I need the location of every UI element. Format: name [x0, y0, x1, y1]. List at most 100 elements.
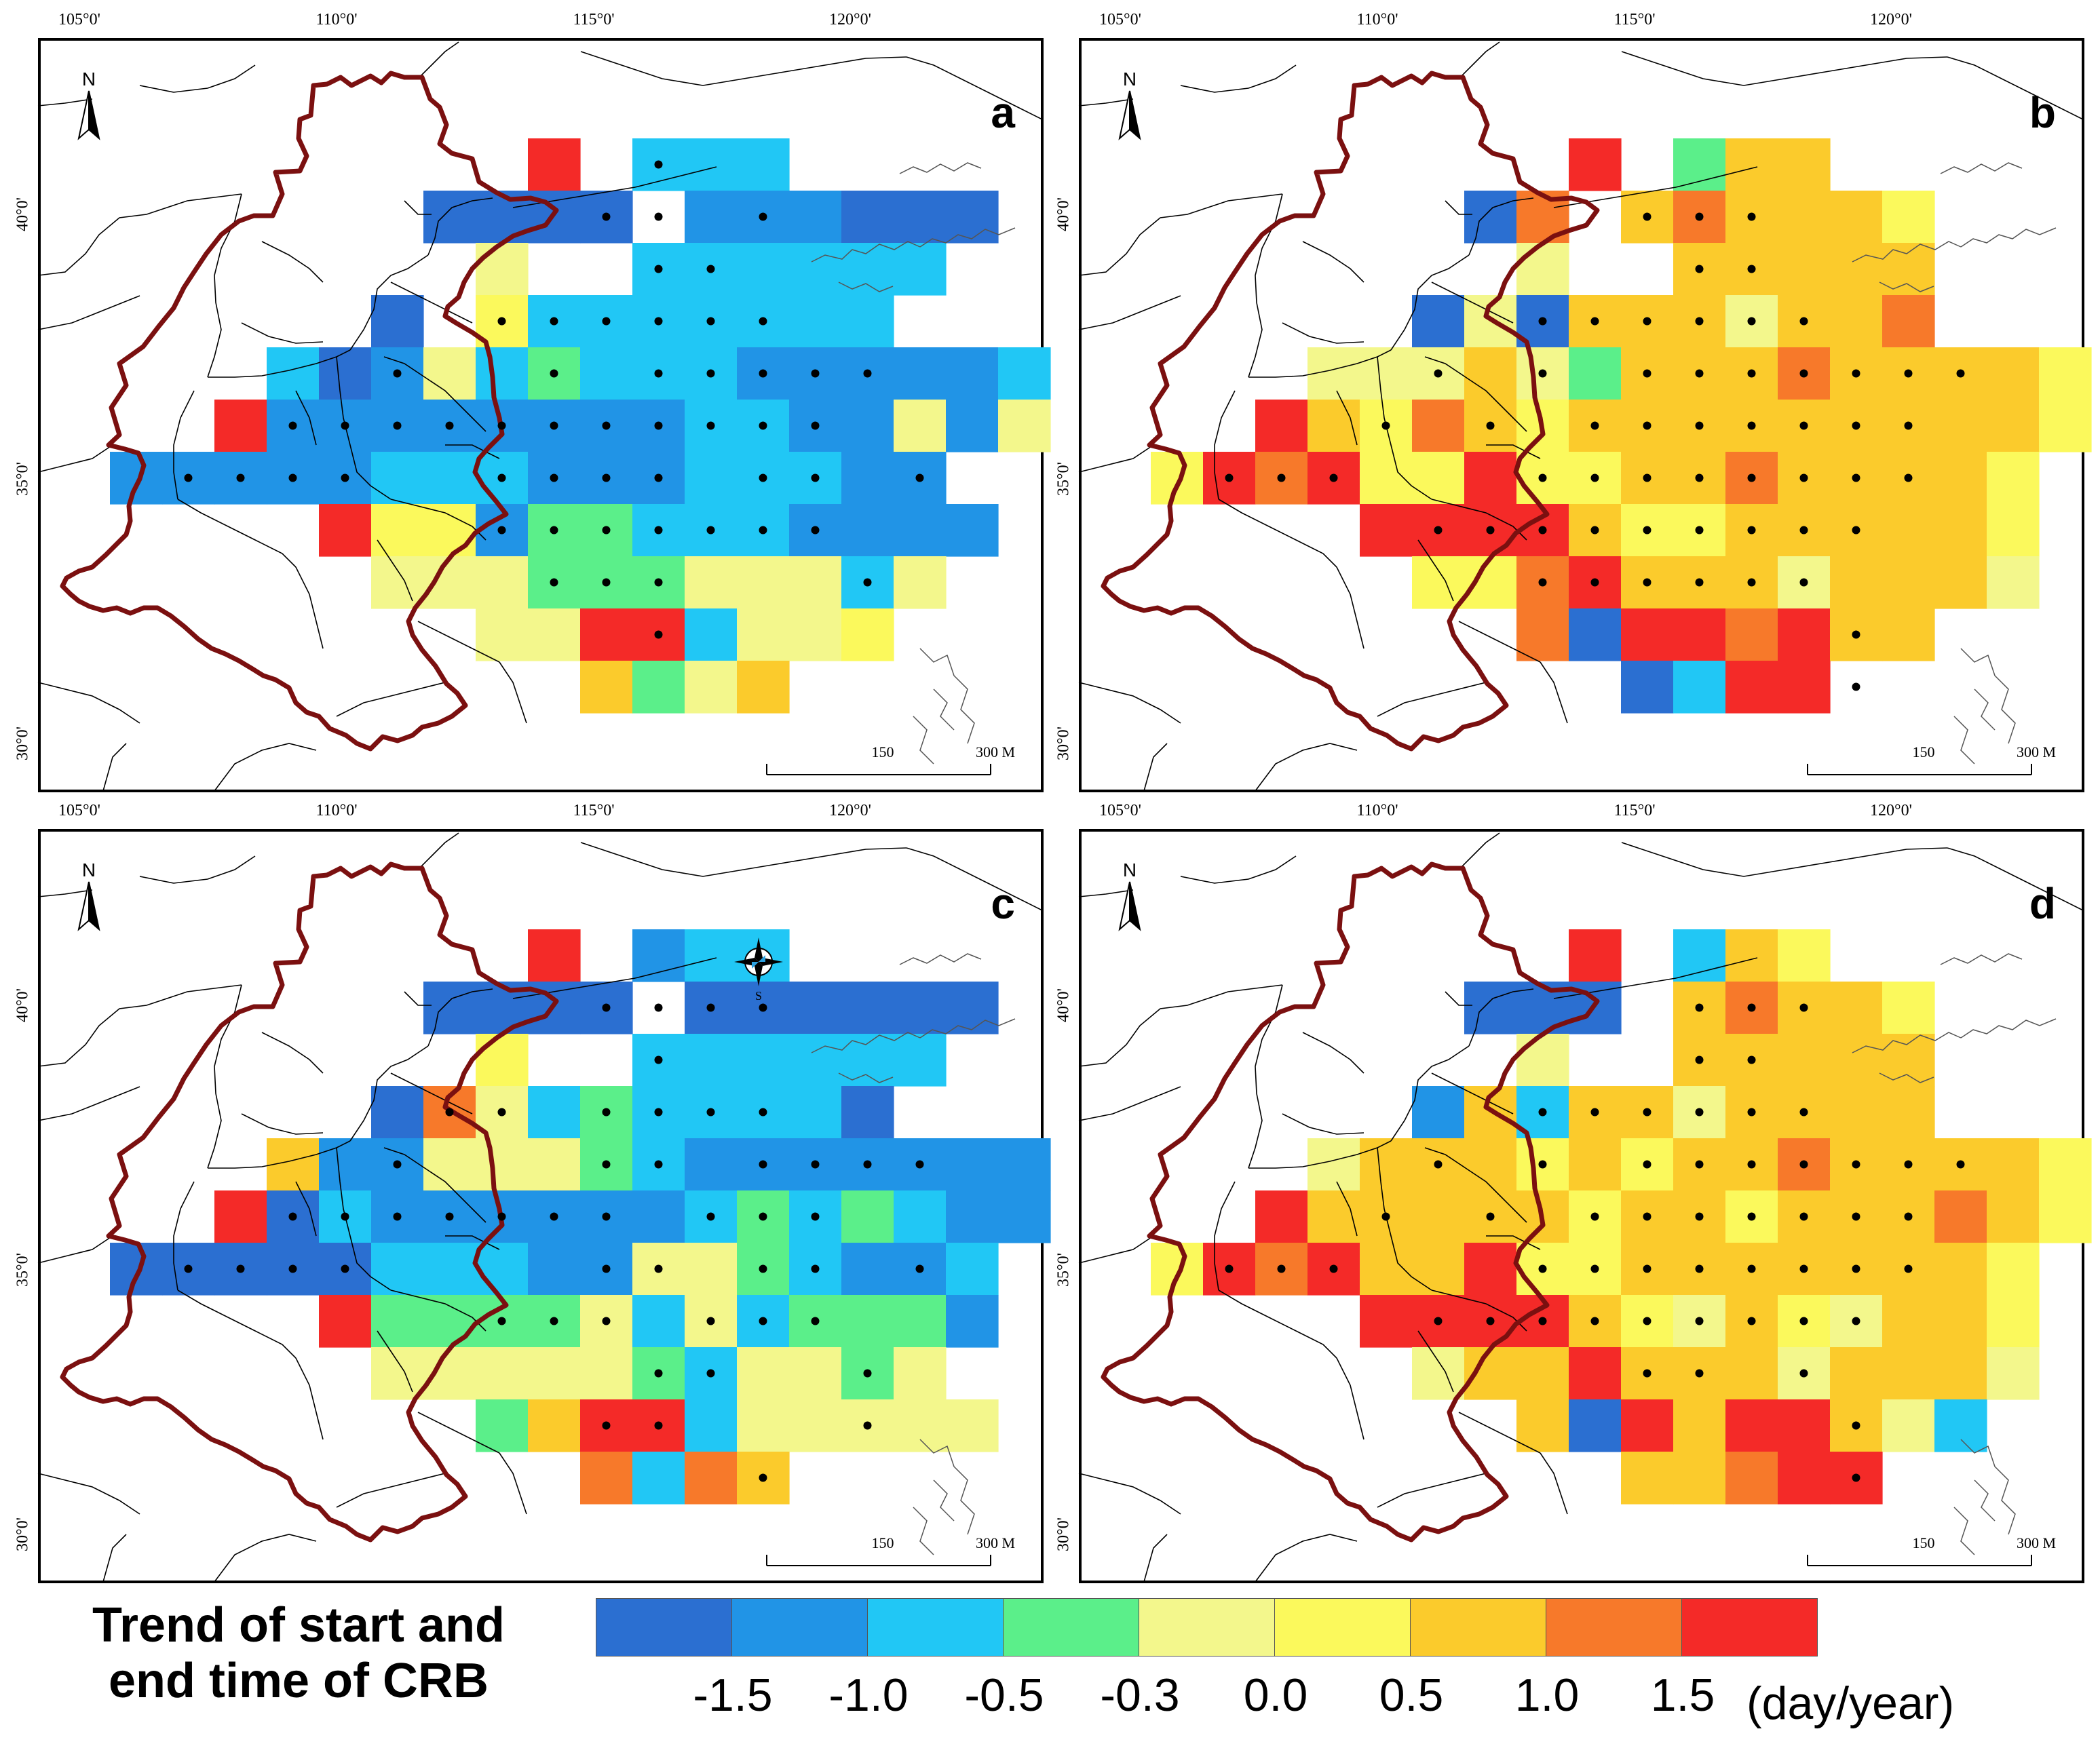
- significance-dot: [759, 1003, 767, 1012]
- grid-cell: [685, 1034, 738, 1087]
- grid-cell: [946, 1138, 999, 1191]
- province-line: [177, 499, 297, 568]
- province-line: [1214, 1181, 1236, 1291]
- province-boundaries: [1078, 41, 2084, 792]
- grid-cell: [632, 1295, 685, 1348]
- significance-dot: [759, 317, 767, 326]
- legend-swatch: [596, 1598, 732, 1656]
- province-line: [1078, 984, 1283, 1067]
- grid-cell: [632, 1452, 685, 1505]
- lat-tick: 35°0': [14, 1253, 32, 1287]
- coast-line: [919, 1018, 1016, 1039]
- grid-cell: [1830, 556, 1883, 609]
- province-line: [1180, 64, 1297, 93]
- grid-cell: [2039, 1190, 2092, 1243]
- significance-dot: [184, 1264, 193, 1273]
- significance-dot: [1852, 1317, 1860, 1325]
- significance-dot: [706, 1003, 715, 1012]
- significance-dot: [1799, 1212, 1808, 1221]
- coast-line: [838, 1072, 894, 1083]
- grid-cell: [1151, 452, 1204, 505]
- significance-dot: [1486, 1212, 1495, 1221]
- significance-dot: [1590, 526, 1599, 535]
- legend-swatch: [1003, 1598, 1139, 1656]
- significance-dot: [706, 369, 715, 378]
- province-line: [377, 1330, 413, 1393]
- significance-dot: [1747, 265, 1756, 273]
- significance-dot: [602, 317, 611, 326]
- grid-cell: [841, 400, 894, 452]
- significance-dot: [1852, 369, 1860, 378]
- grid-cell: [894, 243, 947, 296]
- significance-dot: [1538, 1264, 1547, 1273]
- grid-cell: [1882, 504, 1935, 557]
- significance-dot: [759, 1473, 767, 1482]
- grid-cell: [423, 1295, 476, 1348]
- grid-cell: [946, 1399, 999, 1452]
- lon-tick: 115°0': [573, 11, 615, 28]
- province-line: [1417, 539, 1454, 602]
- grid-cell: [1778, 1399, 1831, 1452]
- lon-tick: 120°0': [1870, 802, 1912, 819]
- significance-dot: [759, 421, 767, 430]
- province-line: [1468, 988, 1534, 1047]
- significance-dot: [706, 317, 715, 326]
- map-svg: N b 150 300 M: [1078, 38, 2092, 792]
- lat-tick: 40°0': [14, 988, 32, 1022]
- coastline: [1852, 953, 2057, 1555]
- significance-dots: [1225, 1003, 1965, 1482]
- significance-dot: [654, 1264, 663, 1273]
- significance-dot: [497, 1108, 506, 1117]
- province-line: [1486, 444, 1541, 459]
- significance-dot: [1434, 1160, 1443, 1169]
- region-boundary: [1101, 71, 1600, 752]
- lat-tick: 40°0': [14, 197, 32, 231]
- grid-cell: [841, 504, 894, 557]
- province-line: [1078, 444, 1154, 473]
- legend-unit: (day/year): [1746, 1678, 1955, 1729]
- significance-dot: [1434, 1317, 1443, 1325]
- significance-dot: [863, 1369, 872, 1378]
- grid-cell: [371, 1347, 424, 1400]
- province-line: [1078, 193, 1283, 276]
- grid-cell: [894, 400, 947, 452]
- grid-cell: [1412, 452, 1465, 505]
- province-line: [37, 1235, 113, 1264]
- province-line: [499, 661, 527, 724]
- province-line: [1078, 295, 1181, 330]
- map-panel-a: N a 150 300 M 105°0' 110°0' 115°0' 120°0…: [14, 11, 1051, 792]
- grid-cell: [946, 1243, 999, 1296]
- grid-cell: [685, 452, 738, 505]
- province-line: [1424, 1147, 1527, 1223]
- significance-dot: [497, 317, 506, 326]
- significance-dot: [1799, 1160, 1808, 1169]
- grid-cell: [1621, 661, 1674, 714]
- lat-tick: 30°0': [14, 726, 32, 760]
- grid-cell: [1621, 1452, 1674, 1505]
- significance-dot: [863, 369, 872, 378]
- grid-cell: [319, 1295, 372, 1348]
- grid-cell: [1673, 608, 1726, 661]
- grid-cell: [894, 556, 947, 609]
- significance-dot: [1643, 369, 1652, 378]
- grid-cell: [423, 982, 476, 1034]
- grid-cell: [580, 1347, 633, 1400]
- grid-cell: [1360, 347, 1413, 400]
- significance-dot: [1852, 630, 1860, 639]
- grid-cell: [476, 556, 529, 609]
- grid-cell: [632, 661, 685, 714]
- province-line: [336, 1147, 392, 1291]
- region-boundary: [1101, 861, 1600, 1543]
- north-label: N: [82, 859, 96, 880]
- map-svg: N a 150 300 M: [37, 38, 1051, 792]
- grid-cell: [685, 661, 738, 714]
- province-line: [417, 1412, 500, 1454]
- grid-cell: [894, 1295, 947, 1348]
- significance-dot: [602, 1108, 611, 1117]
- significance-dot: [236, 473, 245, 482]
- province-line: [1143, 1534, 1168, 1583]
- province-line: [1255, 1534, 1358, 1583]
- lat-tick: 35°0': [1054, 1253, 1073, 1287]
- significance-dot: [1799, 526, 1808, 535]
- province-line: [1180, 855, 1297, 884]
